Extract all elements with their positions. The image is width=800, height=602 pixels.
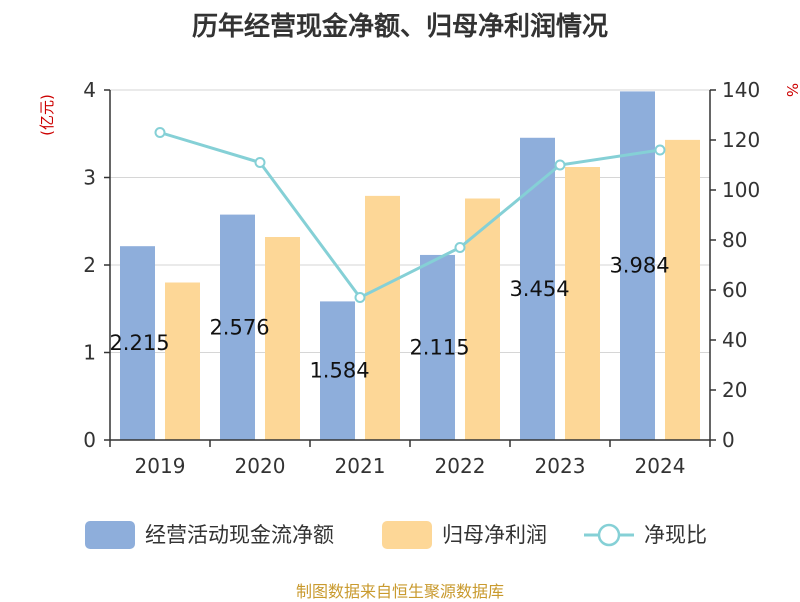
grid-lines xyxy=(110,89,710,353)
ratio-point-2019 xyxy=(154,127,166,138)
data-label-2021: 1.584 xyxy=(309,359,369,383)
y-tick-left: 1 xyxy=(83,341,96,365)
y-tick-right: 120 xyxy=(722,128,760,152)
bar-cash-2022 xyxy=(420,254,455,440)
x-tick: 2024 xyxy=(635,454,686,478)
y-tick-right: 80 xyxy=(722,228,747,252)
ratio-line xyxy=(159,131,661,300)
y-tick-right: 140 xyxy=(722,78,760,102)
bar-cash-2020 xyxy=(220,214,255,440)
x-tick: 2019 xyxy=(135,454,186,478)
legend-label-cash: 经营活动现金流净额 xyxy=(145,523,334,547)
ratio-point-2020 xyxy=(254,157,266,168)
y-tick-right: 40 xyxy=(722,328,747,352)
bar-profit-2023 xyxy=(565,167,600,440)
bar-series xyxy=(120,91,700,441)
bar-profit-2022 xyxy=(465,198,500,440)
y-tick-left: 4 xyxy=(83,78,96,102)
line-series xyxy=(154,127,666,303)
x-tick: 2021 xyxy=(335,454,386,478)
x-tick: 2023 xyxy=(535,454,586,478)
x-tick: 2022 xyxy=(435,454,486,478)
bar-profit-2021 xyxy=(365,195,400,440)
y-left-unit: (亿元) xyxy=(38,94,56,136)
y-tick-left: 2 xyxy=(83,253,96,277)
y-tick-right: 20 xyxy=(722,378,747,402)
data-label-2019: 2.215 xyxy=(109,331,169,355)
ratio-point-2022 xyxy=(454,242,466,253)
legend-swatch-profit xyxy=(382,521,432,549)
bar-profit-2019 xyxy=(165,282,200,440)
legend-swatch-cash xyxy=(85,521,135,549)
legend-label-ratio: 净现比 xyxy=(644,523,707,547)
ratio-point-2021 xyxy=(354,292,366,303)
source-note: 制图数据来自恒生聚源数据库 xyxy=(295,582,504,601)
bar-cash-2024 xyxy=(620,91,655,441)
bar-profit-2024 xyxy=(665,139,700,440)
legend: 经营活动现金流净额 归母净利润 净现比 xyxy=(85,521,707,549)
y-tick-right: 60 xyxy=(722,278,747,302)
y-tick-left: 0 xyxy=(83,428,96,452)
y-tick-right: 0 xyxy=(722,428,735,452)
y-tick-left: 3 xyxy=(83,166,96,190)
bar-cash-2019 xyxy=(120,246,155,440)
data-labels: 2.215 2.576 1.584 2.115 3.454 3.984 xyxy=(109,254,669,383)
y-tick-right: 100 xyxy=(722,178,760,202)
chart-title: 历年经营现金净额、归母净利润情况 xyxy=(191,12,608,42)
ratio-point-2024 xyxy=(654,144,666,156)
x-tick: 2020 xyxy=(235,454,286,478)
ratio-point-2023 xyxy=(554,159,566,171)
data-label-2024: 3.984 xyxy=(609,254,669,278)
bar-cash-2023 xyxy=(520,137,555,440)
data-label-2020: 2.576 xyxy=(209,315,269,339)
data-label-2023: 3.454 xyxy=(509,277,569,301)
legend-label-profit: 归母净利润 xyxy=(442,523,547,547)
data-label-2022: 2.115 xyxy=(409,335,469,359)
y-right-unit: % xyxy=(783,83,800,97)
legend-marker-ratio xyxy=(597,523,621,547)
bar-profit-2020 xyxy=(265,237,300,440)
bar-cash-2021 xyxy=(320,301,355,440)
